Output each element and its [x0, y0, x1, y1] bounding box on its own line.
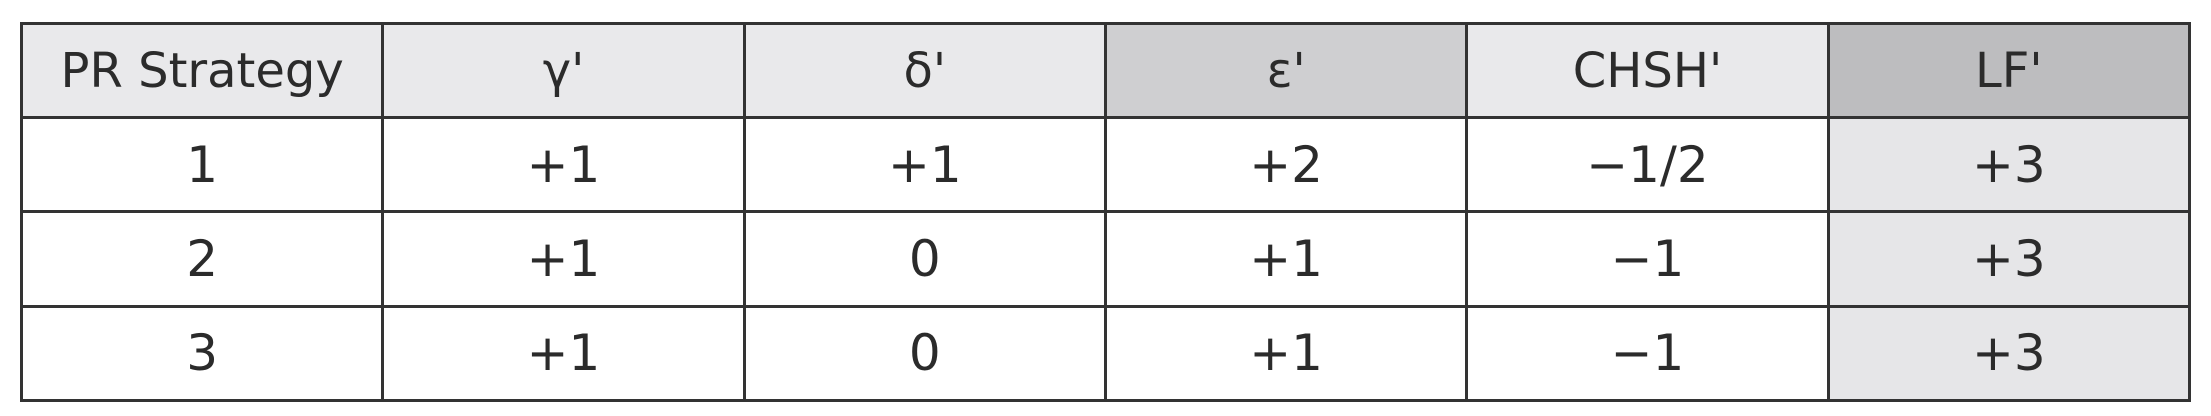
header-gamma: γ' — [381, 22, 746, 119]
cell-strategy: 3 — [19, 304, 385, 403]
header-delta: δ' — [742, 22, 1107, 119]
table-row: 1 +1 +1 +2 −1/2 +3 — [19, 115, 2192, 214]
table-row: 2 +1 0 +1 −1 +3 — [19, 210, 2192, 308]
cell-delta: 0 — [742, 304, 1107, 403]
header-pr-strategy: PR Strategy — [19, 22, 385, 119]
pr-strategy-table: PR Strategy γ' δ' ε' CHSH' LF' 1 +1 +1 +… — [19, 22, 2192, 403]
cell-delta: +1 — [742, 115, 1107, 214]
cell-strategy: 1 — [19, 115, 385, 214]
cell-gamma: +1 — [381, 304, 746, 403]
header-epsilon: ε' — [1103, 22, 1469, 119]
cell-lf: +3 — [1826, 115, 2192, 214]
table-row: 3 +1 0 +1 −1 +3 — [19, 304, 2192, 403]
cell-epsilon: +1 — [1103, 210, 1469, 308]
table-container: PR Strategy γ' δ' ε' CHSH' LF' 1 +1 +1 +… — [19, 22, 2192, 403]
header-chsh: CHSH' — [1465, 22, 1830, 119]
cell-epsilon: +2 — [1103, 115, 1469, 214]
cell-gamma: +1 — [381, 210, 746, 308]
cell-lf: +3 — [1826, 210, 2192, 308]
cell-chsh: −1 — [1465, 304, 1830, 403]
cell-chsh: −1 — [1465, 210, 1830, 308]
cell-gamma: +1 — [381, 115, 746, 214]
cell-strategy: 2 — [19, 210, 385, 308]
cell-epsilon: +1 — [1103, 304, 1469, 403]
cell-chsh: −1/2 — [1465, 115, 1830, 214]
header-lf: LF' — [1826, 22, 2192, 119]
cell-lf: +3 — [1826, 304, 2192, 403]
header-row: PR Strategy γ' δ' ε' CHSH' LF' — [19, 22, 2192, 119]
cell-delta: 0 — [742, 210, 1107, 308]
